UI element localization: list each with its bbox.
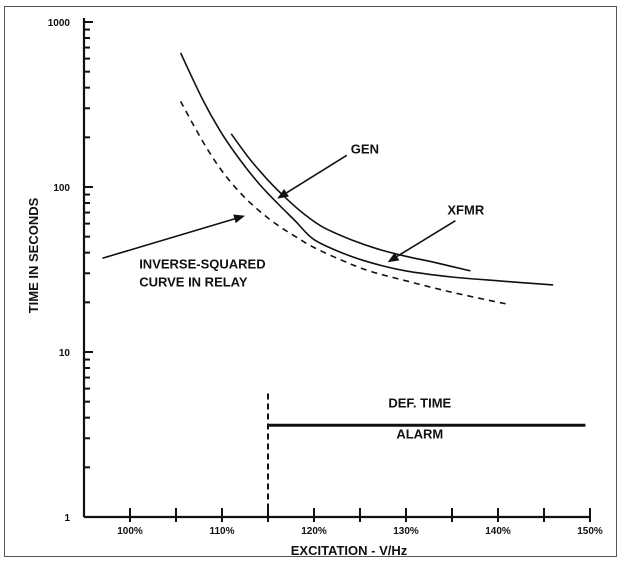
y-axis-title: TIME IN SECONDS <box>26 197 41 313</box>
relay-inverse-squared-curve <box>179 101 508 305</box>
x-axis-title: EXCITATION - V/Hz <box>291 543 408 558</box>
xfmr-curve <box>230 133 471 272</box>
y-tick-label: 100 <box>53 183 70 194</box>
x-tick-label: 110% <box>209 526 234 537</box>
gen-curve <box>179 52 554 286</box>
xfmr-arrow-head <box>387 252 400 263</box>
y-tick-label: 10 <box>59 348 71 359</box>
gen-label: GEN <box>351 141 379 156</box>
x-tick-label: 130% <box>393 526 419 537</box>
relay-curve-label-line1: INVERSE-SQUARED <box>139 257 265 272</box>
y-tick-label: 1000 <box>48 18 71 29</box>
chart-frame <box>4 6 617 557</box>
plot-marks <box>179 52 586 517</box>
def-time-label: DEF. TIME <box>388 396 451 411</box>
gen-arrow-head <box>277 189 289 199</box>
x-tick-label: 140% <box>485 526 511 537</box>
relay-curve-arrow-shaft <box>102 218 235 260</box>
relay-curve-arrow <box>102 214 245 260</box>
xfmr-arrow <box>387 219 456 263</box>
y-tick-label: 1 <box>64 513 70 524</box>
xfmr-arrow-shaft <box>396 219 456 258</box>
alarm-label: ALARM <box>396 426 443 441</box>
gen-arrow <box>277 154 348 199</box>
x-tick-label: 120% <box>301 526 327 537</box>
gen-arrow-shaft <box>286 154 348 194</box>
x-tick-label: 150% <box>577 526 603 537</box>
relay-curve-arrow-head <box>233 214 245 224</box>
axes: 1 10 100 1000 100% 110% 120% 130% 140% 150% EXCITA… <box>26 18 603 558</box>
x-tick-label: 100% <box>117 526 143 537</box>
annotations: GEN XFMR INVERSE-SQUARED CURVE IN RELAY DEF.… <box>102 141 485 441</box>
xfmr-label: XFMR <box>447 203 484 218</box>
relay-curve-label-line2: CURVE IN RELAY <box>139 274 248 289</box>
